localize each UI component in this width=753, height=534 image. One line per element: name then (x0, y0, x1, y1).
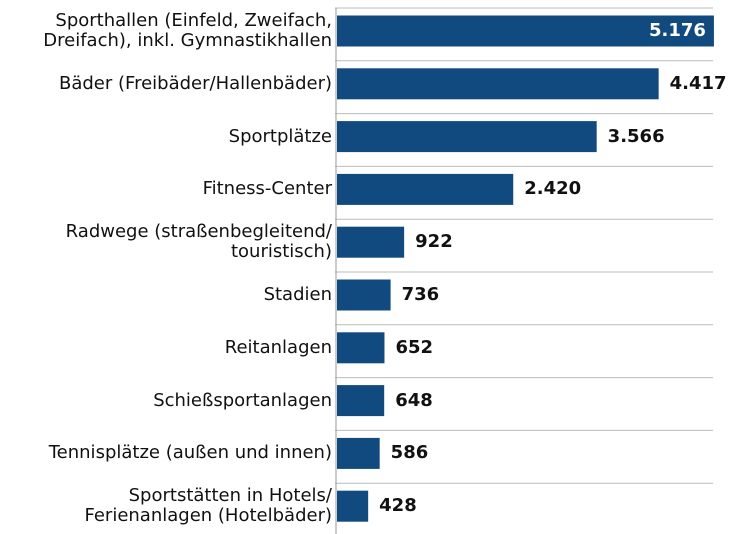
category-label: Stadien (263, 284, 332, 305)
bar (337, 490, 369, 522)
category-label: Bäder (Freibäder/Hallenbäder) (59, 72, 332, 94)
value-label: 652 (395, 336, 434, 358)
category-label: Sportstätten in Hotels/ Ferienanlagen (H… (84, 485, 332, 527)
bar (337, 226, 405, 258)
category-label: Radwege (straßenbegleitend/ touristisch) (65, 221, 332, 263)
category-label: Fitness-Center (202, 178, 332, 200)
bar (337, 332, 385, 364)
bar (337, 385, 385, 417)
category-label: Schießsportanlagen (153, 389, 332, 411)
category-label: Sportplätze (228, 125, 332, 147)
bar (337, 121, 597, 153)
value-label: 648 (395, 389, 433, 411)
value-label: 4.417 (669, 72, 727, 94)
value-label: 736 (401, 284, 440, 305)
value-label: 2.420 (524, 178, 582, 200)
category-label: Sporthallen (Einfeld, Zweifach, Dreifach… (43, 10, 332, 51)
value-label: 5.176 (649, 20, 706, 41)
value-label: 428 (379, 495, 417, 517)
bar (337, 173, 514, 205)
category-label: Tennisplätze (außen und innen) (48, 442, 332, 464)
bar (337, 68, 659, 100)
value-label: 922 (415, 231, 453, 253)
category-label: Reitanlagen (224, 336, 332, 358)
value-label: 586 (390, 442, 429, 464)
bar (337, 437, 380, 469)
bar (337, 279, 391, 311)
bar (337, 15, 714, 47)
value-label: 3.566 (607, 125, 665, 147)
